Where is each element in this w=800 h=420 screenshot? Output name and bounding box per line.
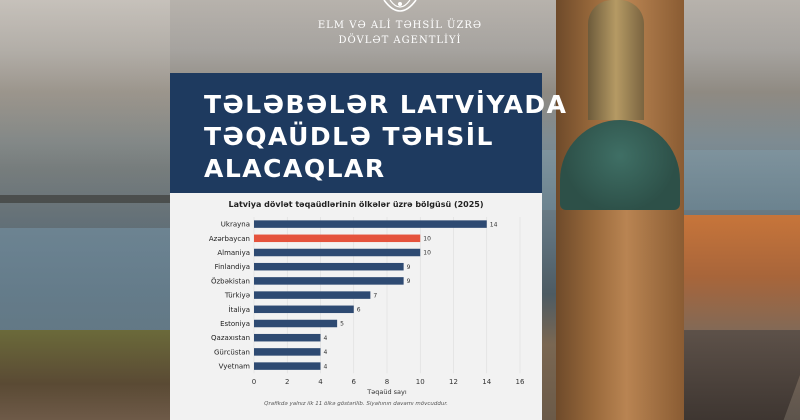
data-label: 10 xyxy=(423,250,431,257)
x-tick-label: 10 xyxy=(416,378,425,386)
category-label: İtaliya xyxy=(229,305,250,314)
headline-line1: TƏLƏBƏLƏR LATVİYADA xyxy=(204,90,568,119)
bar xyxy=(254,362,321,370)
agency-logo-icon xyxy=(383,0,417,12)
x-tick-label: 12 xyxy=(449,378,458,386)
data-label: 9 xyxy=(407,264,411,271)
x-tick-label: 0 xyxy=(252,378,256,386)
x-tick-label: 6 xyxy=(352,378,357,386)
background-tower-spire xyxy=(588,0,644,120)
x-axis-label: Təqaüd sayı xyxy=(366,388,407,396)
data-label: 6 xyxy=(357,307,361,314)
bar xyxy=(254,234,421,243)
agency-name-line1: ELM VƏ ALİ TƏHSİL ÜZRƏ xyxy=(317,20,483,31)
data-label: 5 xyxy=(340,321,344,328)
bar xyxy=(254,291,371,299)
bar xyxy=(254,248,421,257)
background-bridge xyxy=(0,195,170,203)
x-tick-label: 4 xyxy=(318,378,323,386)
data-label: 9 xyxy=(407,278,411,285)
x-tick-label: 2 xyxy=(285,378,289,386)
data-label: 4 xyxy=(324,349,328,356)
x-tick-label: 8 xyxy=(385,378,389,386)
bar xyxy=(254,305,354,314)
bar xyxy=(254,348,321,356)
category-label: Qazaxıstan xyxy=(211,334,250,342)
category-label: Vyetnam xyxy=(219,363,251,371)
agency-name-line2: DÖVLƏT AGENTLİYİ xyxy=(338,35,462,46)
chart-card: Latviya dövlət təqaüdlərinin ölkələr üzr… xyxy=(170,193,542,420)
x-tick-label: 14 xyxy=(482,378,491,386)
category-label: Gürcüstan xyxy=(214,348,250,356)
data-label: 10 xyxy=(423,236,431,243)
category-label: Özbəkistan xyxy=(211,276,250,285)
chart-note: Qrafikdə yalnız ilk 11 ölkə göstərilib. … xyxy=(264,401,448,407)
background-tower-dome xyxy=(560,120,680,210)
category-label: Estoniya xyxy=(220,320,250,328)
bar xyxy=(254,262,404,271)
headline-box: TƏLƏBƏLƏR LATVİYADA TƏQAÜDLƏ TƏHSİL ALAC… xyxy=(170,73,566,193)
data-label: 7 xyxy=(373,292,377,299)
category-label: Azərbaycan xyxy=(209,235,250,243)
headline-line2: TƏQAÜDLƏ TƏHSİL xyxy=(204,122,494,151)
category-label: Ukrayna xyxy=(221,221,250,229)
bar xyxy=(254,277,404,285)
data-label: 14 xyxy=(490,221,498,228)
bar xyxy=(254,319,338,328)
x-tick-label: 16 xyxy=(516,378,525,386)
data-label: 4 xyxy=(324,363,328,370)
category-label: Finlandiya xyxy=(215,263,250,271)
background-trees xyxy=(0,330,170,420)
bar xyxy=(254,220,487,228)
chart-title: Latviya dövlət təqaüdlərinin ölkələr üzr… xyxy=(228,200,484,209)
bar-chart: 0 2 4 6 8 10 12 14 16 Təqaüd sayı Ukrayna 14 Azərbay… xyxy=(209,217,525,396)
data-label: 4 xyxy=(324,335,328,342)
headline-line3: ALACAQLAR xyxy=(204,154,386,183)
category-label: Almaniya xyxy=(217,249,250,257)
bar xyxy=(254,333,321,342)
category-label: Türkiyə xyxy=(224,292,250,300)
